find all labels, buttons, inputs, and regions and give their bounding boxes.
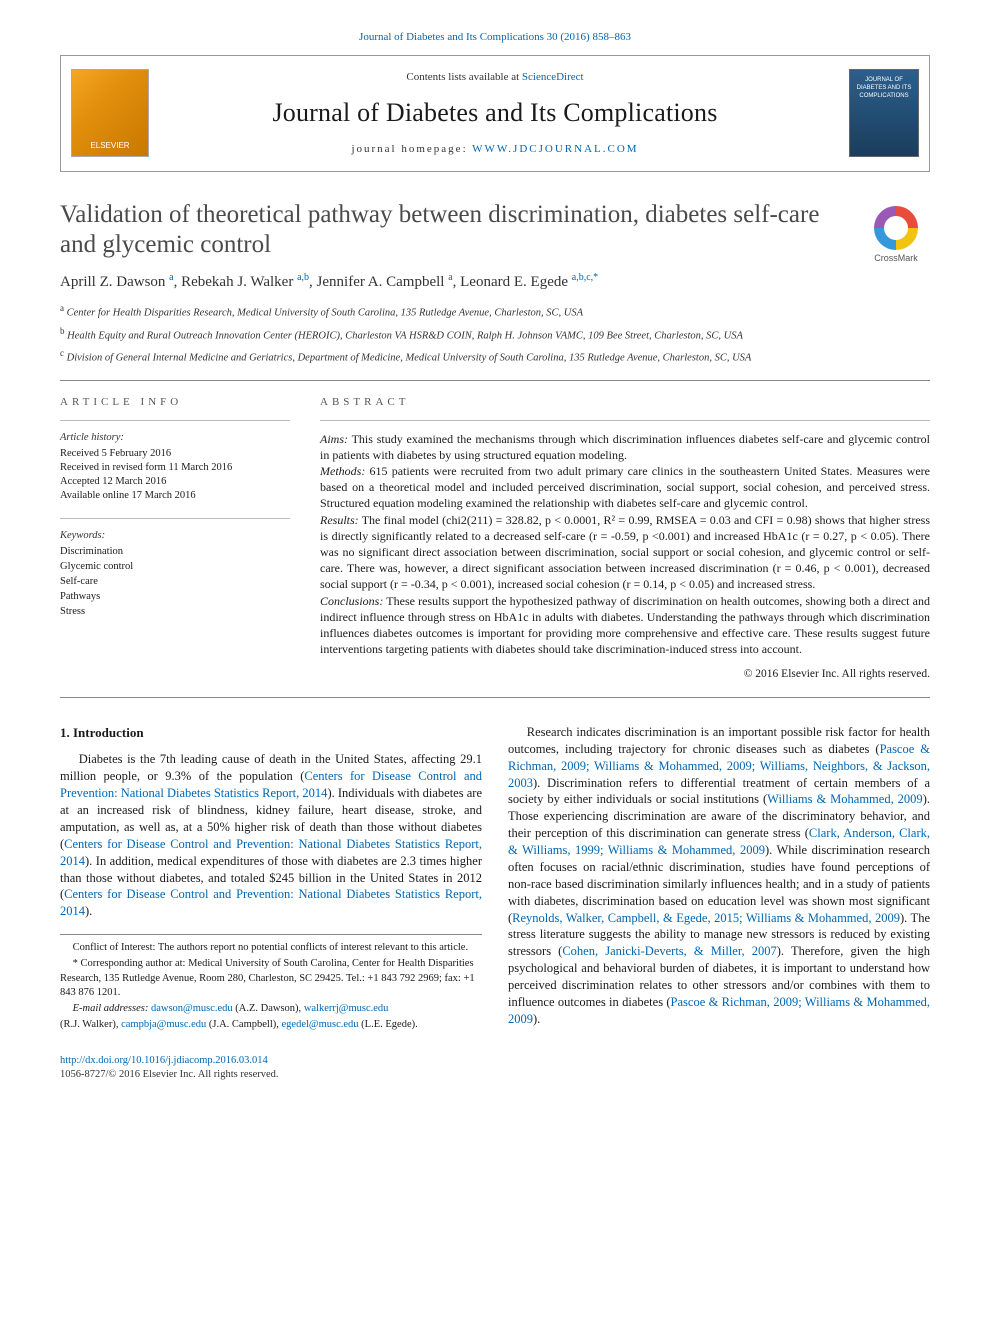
journal-homepage: journal homepage: WWW.JDCJOURNAL.COM xyxy=(171,142,819,157)
crossmark-icon xyxy=(874,206,918,250)
article-history: Article history: Received 5 February 201… xyxy=(60,431,290,504)
citation-link[interactable]: Reynolds, Walker, Campbell, & Egede, 201… xyxy=(512,911,900,925)
abstract-methods: Methods: 615 patients were recruited fro… xyxy=(320,463,930,512)
keywords-block: Keywords: DiscriminationGlycemic control… xyxy=(60,529,290,620)
keywords-title: Keywords: xyxy=(60,529,290,543)
aims-label: Aims: xyxy=(320,432,348,446)
corresponding-author: * Corresponding author at: Medical Unive… xyxy=(60,957,482,1000)
history-item: Received in revised form 11 March 2016 xyxy=(60,461,290,475)
abstract-results: Results: The final model (chi2(211) = 32… xyxy=(320,512,930,593)
email-addresses-line2: (R.J. Walker), campbja@musc.edu (J.A. Ca… xyxy=(60,1018,482,1032)
results-text: The final model (chi2(211) = 328.82, p <… xyxy=(320,513,930,592)
body-paragraph: Diabetes is the 7th leading cause of dea… xyxy=(60,751,482,920)
doi-link[interactable]: http://dx.doi.org/10.1016/j.jdiacomp.201… xyxy=(60,1055,268,1066)
homepage-prefix: journal homepage: xyxy=(351,143,472,155)
abstract-copyright: © 2016 Elsevier Inc. All rights reserved… xyxy=(320,667,930,683)
email-link[interactable]: walkerrj@musc.edu xyxy=(304,1003,389,1014)
article-head: CrossMark Validation of theoretical path… xyxy=(60,200,930,366)
aims-text: This study examined the mechanisms throu… xyxy=(320,432,930,462)
author-list: Aprill Z. Dawson a, Rebekah J. Walker a,… xyxy=(60,271,930,292)
contents-prefix: Contents lists available at xyxy=(406,71,521,83)
crossmark-label: CrossMark xyxy=(874,253,918,263)
body-paragraph: Research indicates discrimination is an … xyxy=(508,724,930,1028)
conclusions-label: Conclusions: xyxy=(320,594,383,608)
history-title: Article history: xyxy=(60,431,290,445)
affiliation: c Division of General Internal Medicine … xyxy=(60,347,930,366)
citation-link[interactable]: Cohen, Janicki-Deverts, & Miller, 2007 xyxy=(562,944,776,958)
running-head-link[interactable]: Journal of Diabetes and Its Complication… xyxy=(359,31,631,43)
citation-link[interactable]: Centers for Disease Control and Preventi… xyxy=(60,887,482,918)
sciencedirect-link[interactable]: ScienceDirect xyxy=(522,71,584,83)
email-who: (L.E. Egede). xyxy=(359,1019,418,1030)
keyword: Pathways xyxy=(60,590,290,604)
history-item: Available online 17 March 2016 xyxy=(60,489,290,503)
affiliation: a Center for Health Disparities Research… xyxy=(60,302,930,321)
email-who: (A.Z. Dawson), xyxy=(233,1003,304,1014)
abstract-col: abstract Aims: This study examined the m… xyxy=(320,395,930,683)
history-item: Accepted 12 March 2016 xyxy=(60,475,290,489)
results-label: Results: xyxy=(320,513,359,527)
affiliation: b Health Equity and Rural Outreach Innov… xyxy=(60,325,930,344)
journal-title: Journal of Diabetes and Its Complication… xyxy=(171,95,819,130)
history-item: Received 5 February 2016 xyxy=(60,447,290,461)
abstract-conclusions: Conclusions: These results support the h… xyxy=(320,593,930,658)
section-heading: 1. Introduction xyxy=(60,724,482,742)
divider xyxy=(320,420,930,421)
journal-cover-icon: JOURNAL OF DIABETES AND ITS COMPLICATION… xyxy=(849,69,919,157)
text-run: ). xyxy=(533,1012,540,1026)
abstract-aims: Aims: This study examined the mechanisms… xyxy=(320,431,930,463)
article-info-label: article info xyxy=(60,395,290,410)
page-footer: http://dx.doi.org/10.1016/j.jdiacomp.201… xyxy=(60,1054,930,1082)
text-run: Research indicates discrimination is an … xyxy=(508,725,930,756)
email-who: (J.A. Campbell), xyxy=(206,1019,281,1030)
keyword: Discrimination xyxy=(60,545,290,559)
keyword: Stress xyxy=(60,605,290,619)
homepage-link[interactable]: WWW.JDCJOURNAL.COM xyxy=(472,143,638,155)
divider xyxy=(60,380,930,381)
running-head-citation: Journal of Diabetes and Its Complication… xyxy=(60,30,930,45)
divider xyxy=(60,420,290,421)
issn-line: 1056-8727/© 2016 Elsevier Inc. All right… xyxy=(60,1068,930,1082)
conflict-of-interest: Conflict of Interest: The authors report… xyxy=(60,941,482,955)
methods-label: Methods: xyxy=(320,464,365,478)
crossmark-badge[interactable]: CrossMark xyxy=(862,206,930,264)
abstract-label: abstract xyxy=(320,395,930,410)
methods-text: 615 patients were recruited from two adu… xyxy=(320,464,930,510)
contents-line: Contents lists available at ScienceDirec… xyxy=(171,70,819,85)
email-link[interactable]: campbja@musc.edu xyxy=(121,1019,206,1030)
article-title: Validation of theoretical pathway betwee… xyxy=(60,200,930,261)
email-link[interactable]: dawson@musc.edu xyxy=(151,1003,233,1014)
conclusions-text: These results support the hypothesized p… xyxy=(320,594,930,657)
divider xyxy=(60,697,930,698)
email-link[interactable]: egedel@musc.edu xyxy=(282,1019,359,1030)
keyword: Self-care xyxy=(60,575,290,589)
body-col-left: 1. Introduction Diabetes is the 7th lead… xyxy=(60,724,482,1034)
keyword: Glycemic control xyxy=(60,560,290,574)
citation-link[interactable]: Williams & Mohammed, 2009 xyxy=(767,792,923,806)
meta-abstract-row: article info Article history: Received 5… xyxy=(60,395,930,683)
elsevier-logo-icon: ELSEVIER xyxy=(71,69,149,157)
footnotes: Conflict of Interest: The authors report… xyxy=(60,934,482,1032)
email-label: E-mail addresses: xyxy=(73,1003,151,1014)
divider xyxy=(60,518,290,519)
email-line2-prefix: (R.J. Walker), xyxy=(60,1019,121,1030)
body-col-right: Research indicates discrimination is an … xyxy=(508,724,930,1034)
article-info-col: article info Article history: Received 5… xyxy=(60,395,290,683)
body-columns: 1. Introduction Diabetes is the 7th lead… xyxy=(60,724,930,1034)
journal-header-box: ELSEVIER JOURNAL OF DIABETES AND ITS COM… xyxy=(60,55,930,172)
text-run: ). xyxy=(85,904,92,918)
email-addresses: E-mail addresses: dawson@musc.edu (A.Z. … xyxy=(60,1002,482,1016)
